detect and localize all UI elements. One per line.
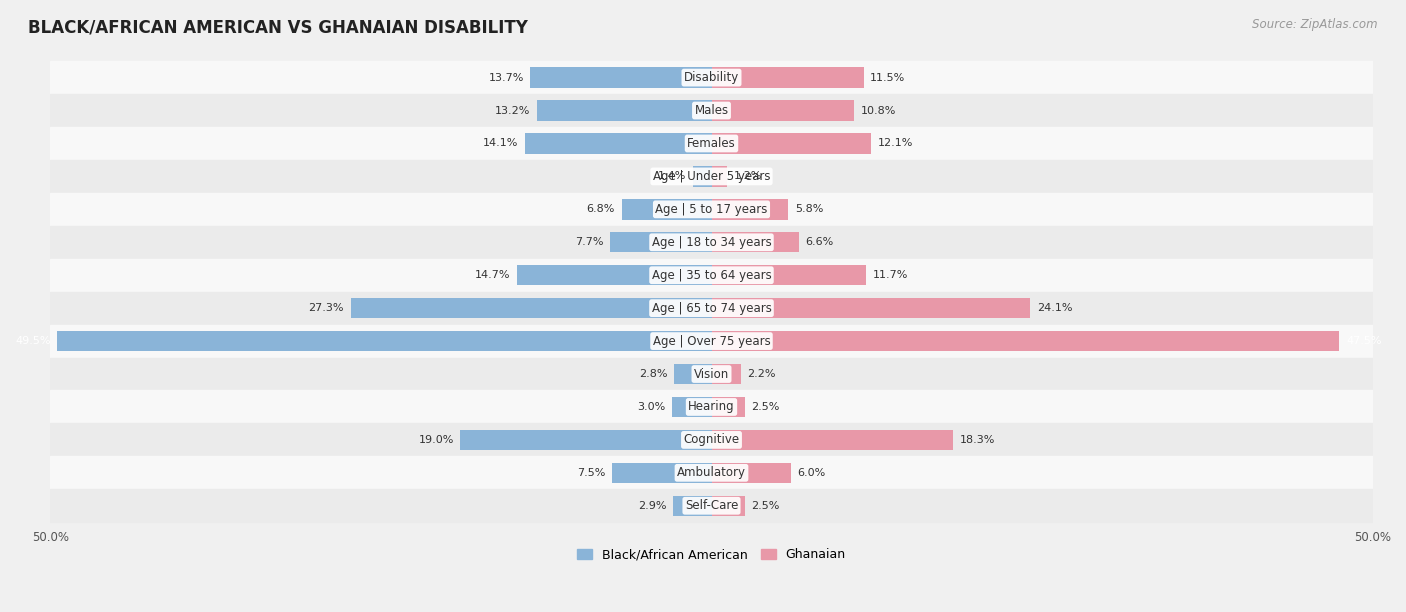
Bar — [51, 193, 1372, 226]
Bar — [711, 331, 1340, 351]
Text: 1.2%: 1.2% — [734, 171, 762, 181]
Text: Males: Males — [695, 104, 728, 117]
Text: BLACK/AFRICAN AMERICAN VS GHANAIAN DISABILITY: BLACK/AFRICAN AMERICAN VS GHANAIAN DISAB… — [28, 18, 529, 36]
Bar — [51, 457, 1372, 490]
Text: 24.1%: 24.1% — [1036, 303, 1073, 313]
Bar — [711, 496, 745, 516]
Bar — [51, 259, 1372, 292]
Bar — [711, 298, 1031, 318]
Text: 11.5%: 11.5% — [870, 73, 905, 83]
Text: Cognitive: Cognitive — [683, 433, 740, 446]
Bar — [51, 424, 1372, 457]
Bar — [711, 67, 863, 88]
Text: 2.9%: 2.9% — [638, 501, 666, 511]
Bar — [621, 199, 711, 220]
Text: 14.1%: 14.1% — [484, 138, 519, 149]
Text: Self-Care: Self-Care — [685, 499, 738, 512]
Bar — [711, 265, 866, 285]
Bar — [711, 430, 953, 450]
Text: 6.8%: 6.8% — [586, 204, 614, 214]
Bar — [610, 232, 711, 253]
Text: Disability: Disability — [683, 71, 740, 84]
Text: Ambulatory: Ambulatory — [678, 466, 747, 479]
Bar — [675, 364, 711, 384]
Bar — [693, 166, 711, 187]
Bar — [51, 94, 1372, 127]
Text: 49.5%: 49.5% — [15, 336, 51, 346]
Bar — [711, 232, 799, 253]
Bar — [350, 298, 711, 318]
Text: 11.7%: 11.7% — [873, 271, 908, 280]
Bar — [672, 397, 711, 417]
Bar — [673, 496, 711, 516]
Text: 27.3%: 27.3% — [308, 303, 344, 313]
Bar — [537, 100, 711, 121]
Text: Source: ZipAtlas.com: Source: ZipAtlas.com — [1253, 18, 1378, 31]
Text: 7.5%: 7.5% — [578, 468, 606, 478]
Bar — [51, 160, 1372, 193]
Text: 14.7%: 14.7% — [475, 271, 510, 280]
Text: Age | Over 75 years: Age | Over 75 years — [652, 335, 770, 348]
Bar — [524, 133, 711, 154]
Text: 6.0%: 6.0% — [797, 468, 825, 478]
Text: Vision: Vision — [695, 368, 730, 381]
Bar — [51, 61, 1372, 94]
Text: 18.3%: 18.3% — [960, 435, 995, 445]
Bar — [711, 166, 727, 187]
Bar — [517, 265, 711, 285]
Text: 7.7%: 7.7% — [575, 237, 603, 247]
Bar — [51, 357, 1372, 390]
Text: 5.8%: 5.8% — [794, 204, 823, 214]
Bar — [711, 199, 789, 220]
Text: Age | Under 5 years: Age | Under 5 years — [652, 170, 770, 183]
Text: Age | 65 to 74 years: Age | 65 to 74 years — [651, 302, 772, 315]
Bar — [711, 100, 855, 121]
Bar — [711, 463, 790, 483]
Bar — [51, 390, 1372, 424]
Bar — [51, 127, 1372, 160]
Bar — [613, 463, 711, 483]
Text: 19.0%: 19.0% — [419, 435, 454, 445]
Text: 2.2%: 2.2% — [747, 369, 776, 379]
Text: 10.8%: 10.8% — [860, 105, 896, 116]
Text: 47.5%: 47.5% — [1346, 336, 1382, 346]
Bar — [711, 133, 872, 154]
Text: Age | 5 to 17 years: Age | 5 to 17 years — [655, 203, 768, 216]
Text: 13.7%: 13.7% — [488, 73, 524, 83]
Text: Hearing: Hearing — [688, 400, 735, 414]
Bar — [51, 324, 1372, 357]
Text: 3.0%: 3.0% — [637, 402, 665, 412]
Text: 12.1%: 12.1% — [879, 138, 914, 149]
Text: 13.2%: 13.2% — [495, 105, 530, 116]
Legend: Black/African American, Ghanaian: Black/African American, Ghanaian — [572, 543, 851, 566]
Bar — [51, 490, 1372, 522]
Text: Age | 35 to 64 years: Age | 35 to 64 years — [651, 269, 772, 282]
Bar — [58, 331, 711, 351]
Text: Age | 18 to 34 years: Age | 18 to 34 years — [651, 236, 772, 249]
Text: 2.8%: 2.8% — [640, 369, 668, 379]
Bar — [530, 67, 711, 88]
Bar — [711, 364, 741, 384]
Text: 2.5%: 2.5% — [751, 501, 779, 511]
Bar — [51, 226, 1372, 259]
Bar — [51, 292, 1372, 324]
Text: 2.5%: 2.5% — [751, 402, 779, 412]
Text: 6.6%: 6.6% — [806, 237, 834, 247]
Text: 1.4%: 1.4% — [658, 171, 686, 181]
Text: Females: Females — [688, 137, 735, 150]
Bar — [460, 430, 711, 450]
Bar — [711, 397, 745, 417]
